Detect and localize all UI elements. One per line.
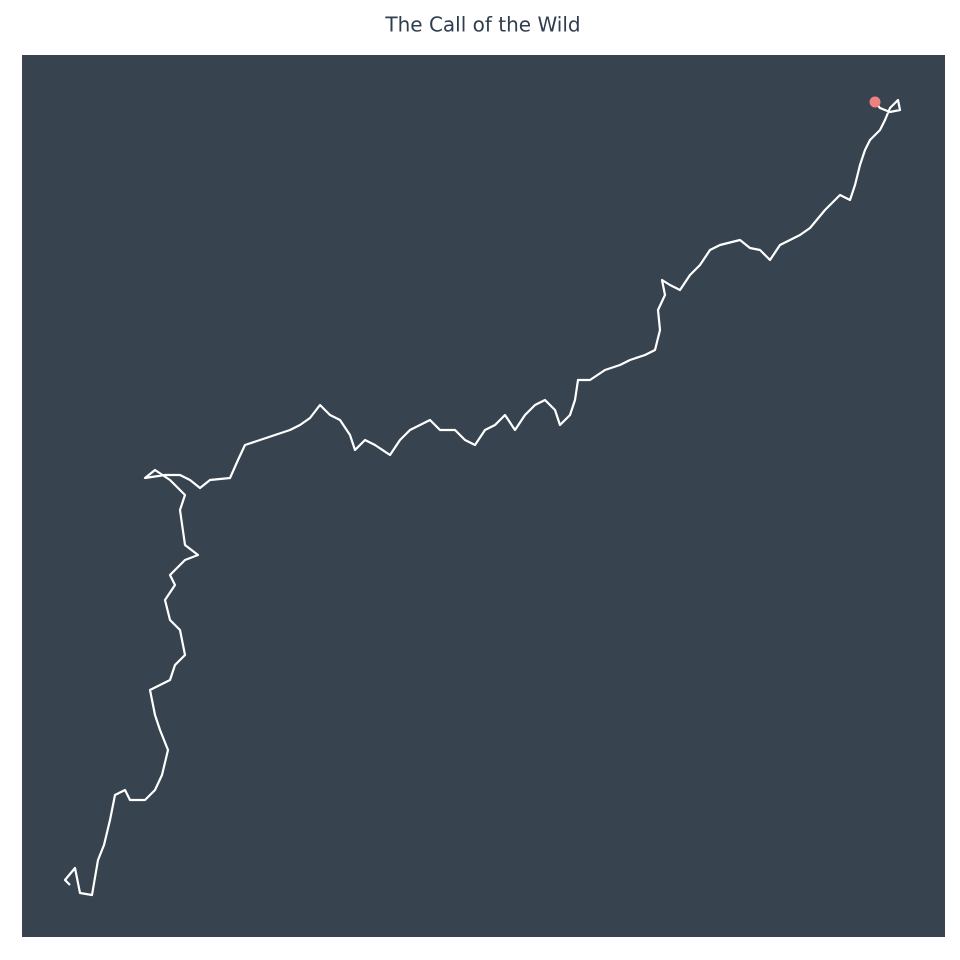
chart-title: The Call of the Wild [384,13,580,37]
end-marker [869,96,881,108]
plot-area [22,55,945,937]
walk-line [63,98,902,897]
